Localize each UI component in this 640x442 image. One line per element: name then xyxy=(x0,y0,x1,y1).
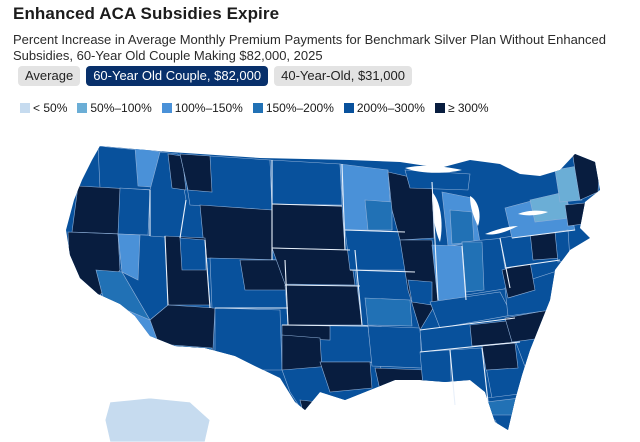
lake-superior xyxy=(405,165,462,173)
legend-label-gte300: ≥ 300% xyxy=(447,101,489,115)
region-florida[interactable] xyxy=(454,391,541,440)
lake-erie xyxy=(485,226,518,235)
subtitle: Percent Increase in Average Monthly Prem… xyxy=(13,32,606,63)
page-title: Enhanced ACA Subsidies Expire xyxy=(13,4,280,23)
lake-michigan xyxy=(432,192,442,242)
region-texas-south[interactable] xyxy=(299,399,346,435)
contiguous-states xyxy=(66,146,600,440)
region-north-dakota[interactable] xyxy=(269,159,343,206)
region-nevada-west[interactable] xyxy=(117,233,141,281)
region-texas-dallas[interactable] xyxy=(319,361,373,393)
legend-swatch-gte300 xyxy=(434,103,445,113)
legend-item-50-100: 50%–100% xyxy=(77,101,152,115)
tab-average[interactable]: Average xyxy=(18,66,81,86)
legend-swatch-lt50 xyxy=(20,103,30,113)
lake-huron xyxy=(470,196,480,226)
region-nebraska[interactable] xyxy=(271,247,356,286)
legend-item-200-300: 200%–300% xyxy=(343,101,425,115)
legend-item-100-150: 100%–150% xyxy=(161,101,243,115)
legend-label-200-300: 200%–300% xyxy=(356,101,425,115)
region-georgia-north[interactable] xyxy=(481,342,519,371)
legend-swatch-150-200 xyxy=(252,103,263,113)
region-arizona[interactable] xyxy=(149,304,216,371)
region-montana-west[interactable] xyxy=(179,153,213,193)
region-illinois-south[interactable] xyxy=(407,279,433,306)
legend-label-150-200: 150%–200% xyxy=(265,101,334,115)
region-missouri-south[interactable] xyxy=(364,297,413,327)
region-arkansas[interactable] xyxy=(367,325,423,369)
region-idaho-panhandle[interactable] xyxy=(167,153,187,191)
legend-swatch-50-100 xyxy=(77,103,88,113)
region-alabama[interactable] xyxy=(449,347,489,406)
tab-60-year-old-couple[interactable]: 60-Year Old Couple, $82,000 xyxy=(86,66,269,86)
legend-label-lt50: < 50% xyxy=(33,101,68,115)
legend-swatch-100-150 xyxy=(161,103,172,113)
region-michigan-central[interactable] xyxy=(449,209,475,245)
alaska-region[interactable] xyxy=(104,397,211,442)
legend-item-lt50: < 50% xyxy=(20,101,67,115)
region-arizona-south[interactable] xyxy=(171,344,213,371)
region-utah-north[interactable] xyxy=(179,237,207,271)
region-new-jersey[interactable] xyxy=(554,229,571,263)
legend-swatch-200-300 xyxy=(343,103,354,113)
legend-label-50-100: 50%–100% xyxy=(90,101,152,115)
us-choropleth-map[interactable] xyxy=(0,130,640,442)
region-michigan-upper[interactable] xyxy=(404,169,471,191)
region-oregon-east[interactable] xyxy=(117,187,151,236)
region-new-mexico[interactable] xyxy=(214,307,283,371)
region-mississippi[interactable] xyxy=(419,349,453,409)
region-texas-panhandle[interactable] xyxy=(281,334,323,371)
region-wyoming[interactable] xyxy=(199,204,273,261)
legend-item-150-200: 150%–200% xyxy=(252,101,334,115)
region-minnesota-metro[interactable] xyxy=(364,199,393,231)
region-massachusetts[interactable] xyxy=(564,201,599,227)
state-borders xyxy=(149,160,576,406)
legend: < 50% 50%–100% 100%–150% 150%–200% 200%–… xyxy=(20,101,489,115)
region-vermont-nh[interactable] xyxy=(554,165,583,203)
legend-label-100-150: 100%–150% xyxy=(174,101,243,115)
region-south-dakota[interactable] xyxy=(271,203,346,251)
region-kansas[interactable] xyxy=(284,284,363,326)
view-tabs: Average 60-Year Old Couple, $82,000 40-Y… xyxy=(18,66,412,86)
legend-item-gte300: ≥ 300% xyxy=(434,101,489,115)
tab-40-year-old[interactable]: 40-Year-Old, $31,000 xyxy=(274,66,412,86)
lake-ontario xyxy=(518,210,548,216)
